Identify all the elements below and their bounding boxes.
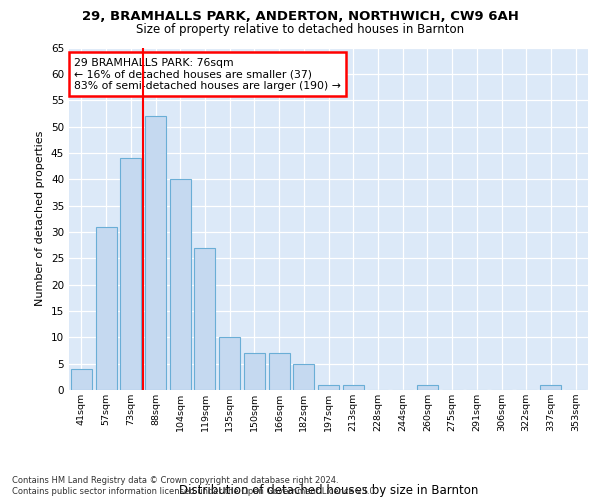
Bar	[417, 384, 438, 390]
Text: Contains public sector information licensed under the Open Government Licence v3: Contains public sector information licen…	[12, 487, 377, 496]
Text: Size of property relative to detached houses in Barnton: Size of property relative to detached ho…	[136, 22, 464, 36]
Bar	[318, 384, 339, 390]
Bar	[71, 369, 92, 390]
Bar	[120, 158, 141, 390]
Y-axis label: Number of detached properties: Number of detached properties	[35, 131, 46, 306]
Bar	[170, 179, 191, 390]
X-axis label: Distribution of detached houses by size in Barnton: Distribution of detached houses by size …	[179, 484, 478, 497]
Bar	[95, 226, 116, 390]
Bar	[269, 353, 290, 390]
Bar	[244, 353, 265, 390]
Text: 29 BRAMHALLS PARK: 76sqm
← 16% of detached houses are smaller (37)
83% of semi-d: 29 BRAMHALLS PARK: 76sqm ← 16% of detach…	[74, 58, 341, 91]
Bar	[293, 364, 314, 390]
Bar	[343, 384, 364, 390]
Bar	[145, 116, 166, 390]
Text: 29, BRAMHALLS PARK, ANDERTON, NORTHWICH, CW9 6AH: 29, BRAMHALLS PARK, ANDERTON, NORTHWICH,…	[82, 10, 518, 23]
Bar	[194, 248, 215, 390]
Bar	[219, 338, 240, 390]
Bar	[541, 384, 562, 390]
Text: Contains HM Land Registry data © Crown copyright and database right 2024.: Contains HM Land Registry data © Crown c…	[12, 476, 338, 485]
